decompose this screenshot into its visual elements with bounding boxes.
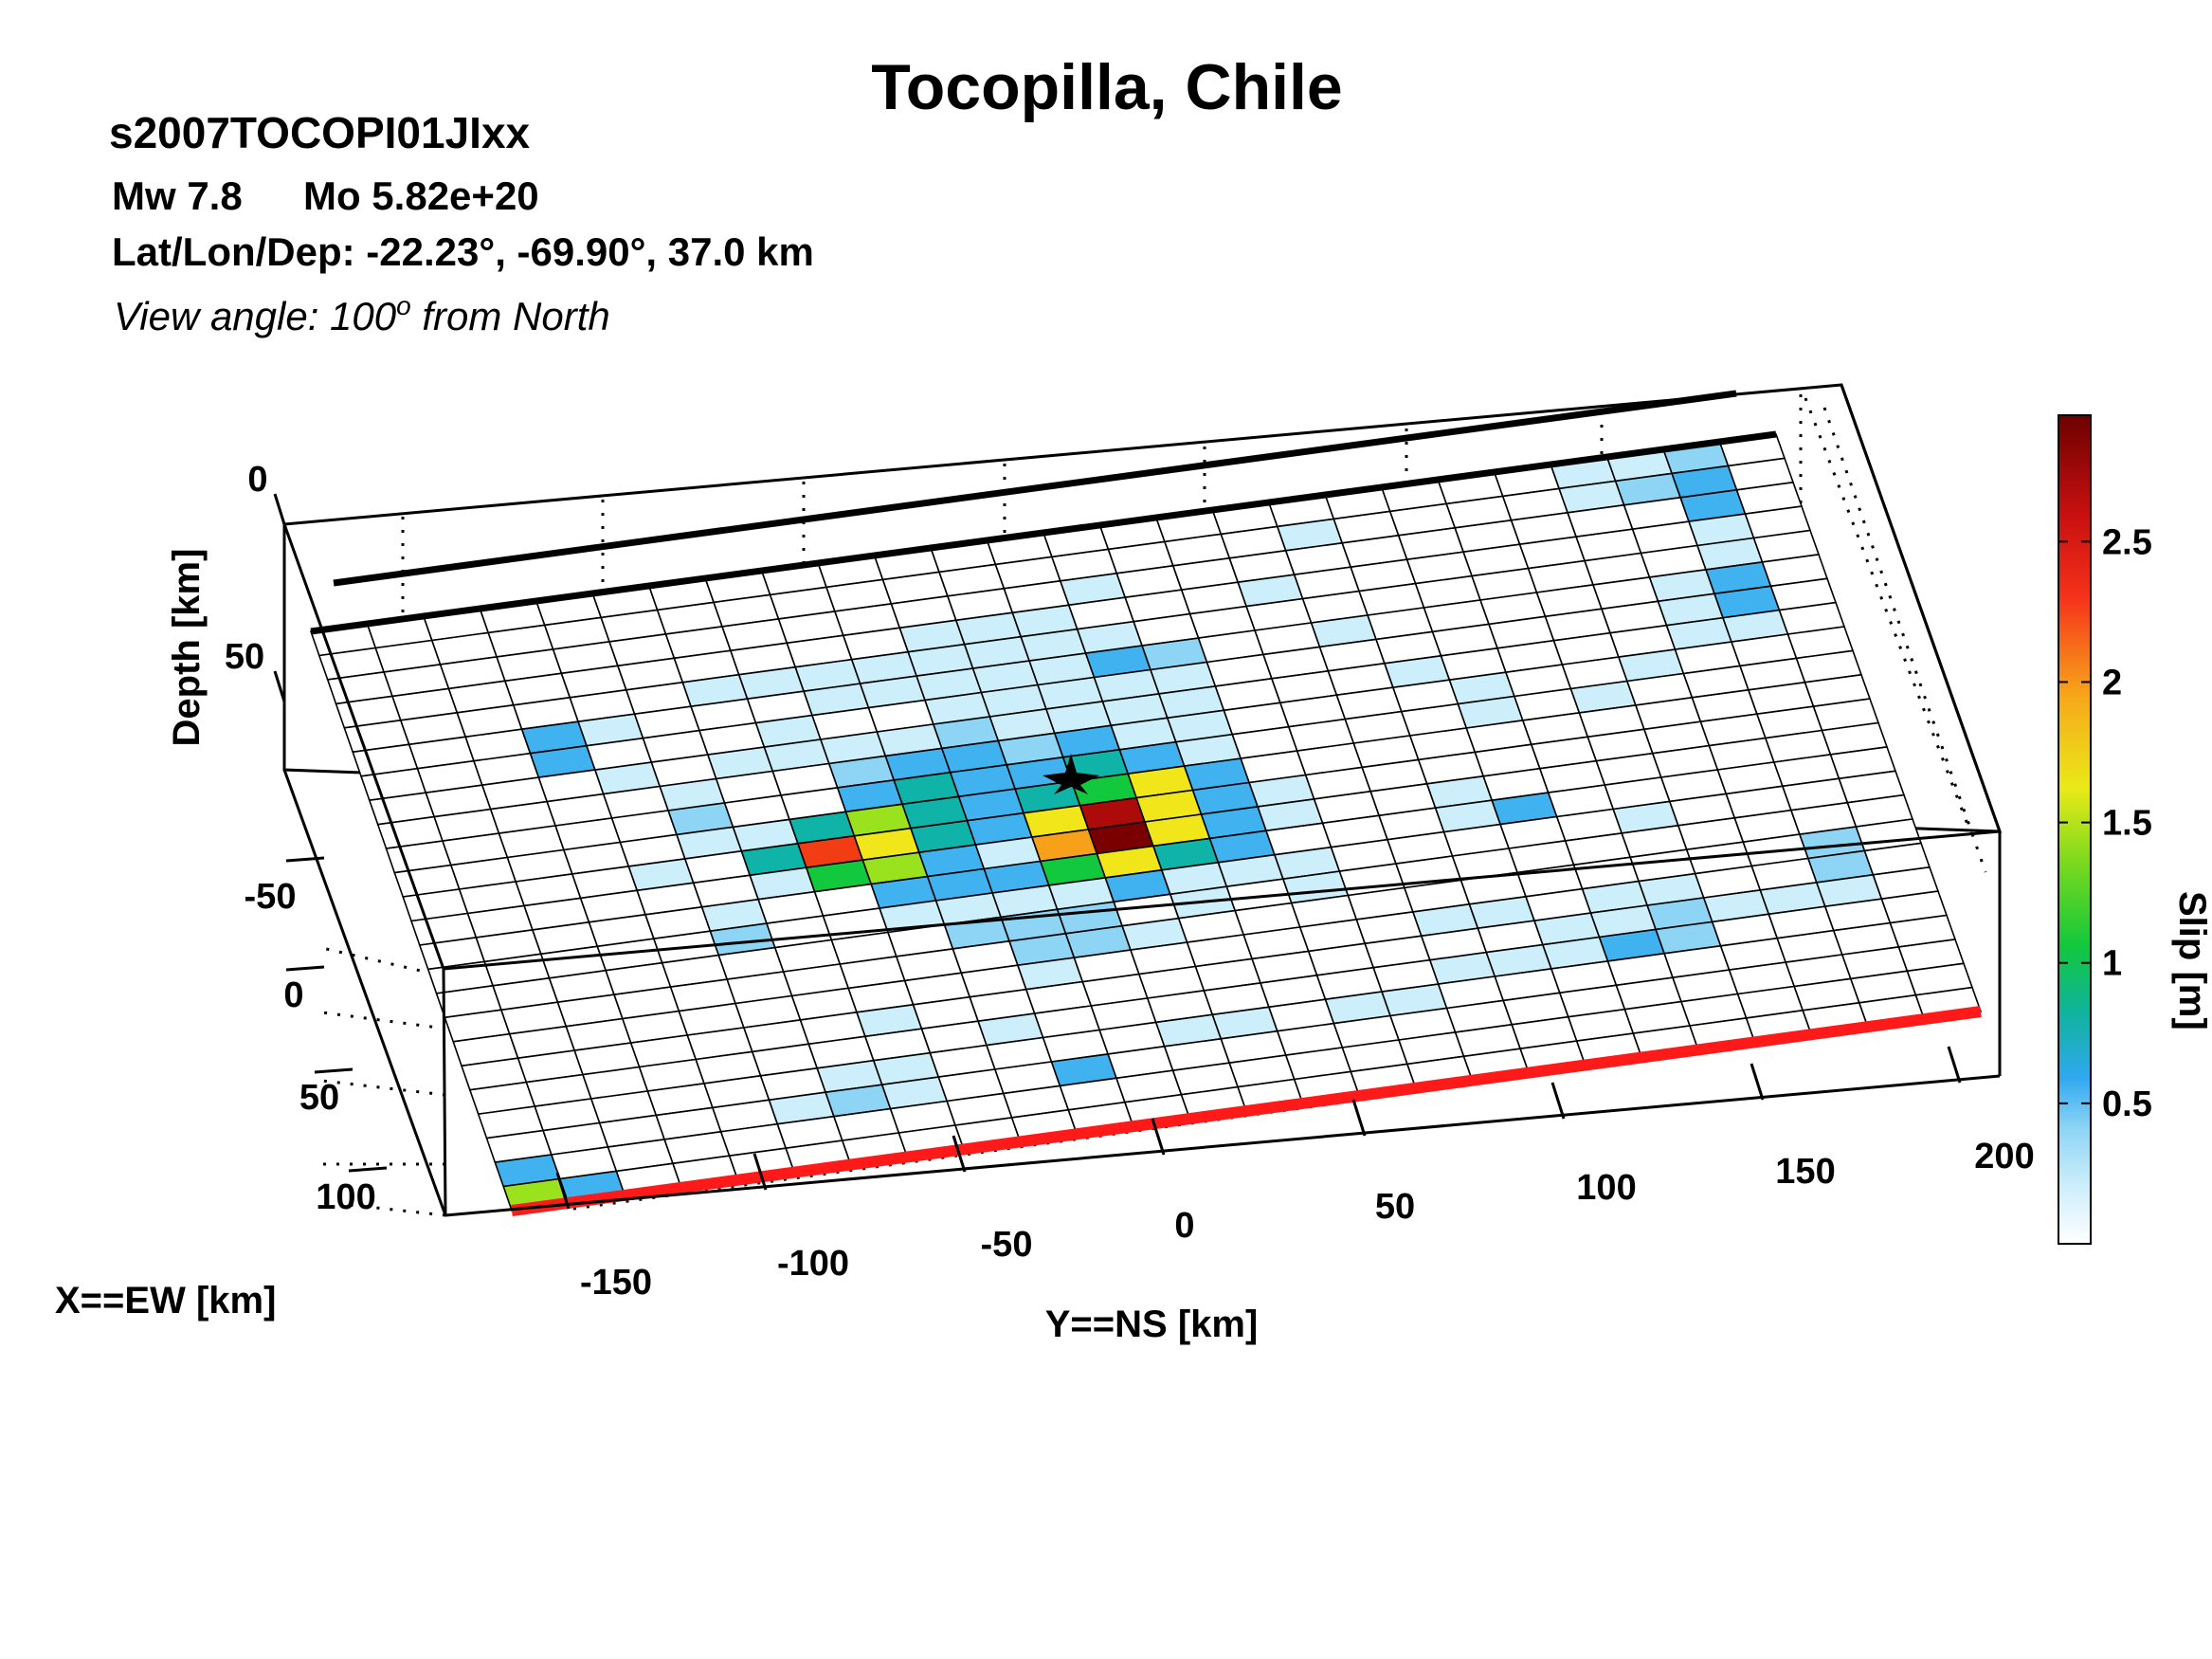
hypocenter-star bbox=[1043, 754, 1099, 794]
moment-label: Mo 5.82e+20 bbox=[303, 173, 539, 218]
ns-axis-label: Y==NS [km] bbox=[1045, 1304, 1259, 1345]
ew-tick-mark bbox=[285, 856, 325, 863]
ns-tick-label: -50 bbox=[981, 1225, 1033, 1265]
ns-tick-mark bbox=[952, 1135, 967, 1173]
ew-tick-mark bbox=[348, 1166, 388, 1173]
ew-tick-mark bbox=[285, 965, 325, 972]
colorbar-tick-label: 0.5 bbox=[2102, 1085, 2152, 1124]
ns-tick-mark bbox=[1151, 1118, 1166, 1156]
depth-axis-label: Depth [km] bbox=[166, 549, 208, 747]
ns-tick-label: 150 bbox=[1775, 1152, 1835, 1192]
ns-axis-ticks: -150 -100 -50 0 50 100 150 200 bbox=[555, 1046, 2035, 1303]
left-slant-lower bbox=[282, 769, 447, 1216]
view-angle-degree: o bbox=[396, 291, 411, 320]
box-front-frame bbox=[282, 384, 2002, 1217]
depth-axis-ticks: 0 50 bbox=[225, 460, 286, 702]
ns-tick-mark bbox=[1351, 1099, 1367, 1137]
ns-tick-label: 100 bbox=[1576, 1168, 1636, 1208]
depth-tick-label: 0 bbox=[247, 460, 267, 500]
colorbar-label: Slip [m] bbox=[2171, 891, 2212, 1030]
colorbar-ticks: 0.5 1 1.5 2 2.5 bbox=[2058, 522, 2152, 1124]
view-angle-suffix: from North bbox=[411, 294, 610, 338]
ew-tick-mark bbox=[314, 1067, 354, 1074]
right-slant-edge bbox=[1840, 384, 2002, 832]
ns-tick-mark bbox=[1947, 1046, 1962, 1084]
ew-axis-ticks: -50 0 50 100 bbox=[245, 856, 388, 1217]
colorbar-tick-label: 1.5 bbox=[2102, 804, 2152, 844]
view-angle-prefix: View angle: 100 bbox=[114, 294, 397, 338]
fault-bottom-edge-red bbox=[511, 1006, 1982, 1216]
ns-tick-label: -100 bbox=[777, 1244, 849, 1284]
ns-tick-label: -150 bbox=[580, 1263, 652, 1303]
colorbar bbox=[2058, 414, 2092, 1245]
back-gridline bbox=[1822, 407, 1987, 873]
view-angle-label: View angle: 100o from North bbox=[114, 291, 610, 338]
location-label: Lat/Lon/Dep: -22.23°, -69.90°, 37.0 km bbox=[112, 229, 814, 274]
ns-tick-label: 0 bbox=[1174, 1206, 1194, 1246]
ew-tick-label: 0 bbox=[283, 975, 303, 1015]
left-slant-edge bbox=[282, 523, 445, 970]
ns-tick-label: 50 bbox=[1375, 1187, 1415, 1227]
depth-tick-mark bbox=[273, 493, 286, 525]
depth-tick-label: 50 bbox=[225, 637, 264, 677]
magnitude-label: Mw 7.8 bbox=[112, 173, 243, 218]
colorbar-tick-label: 2.5 bbox=[2102, 522, 2152, 562]
ew-tick-label: 50 bbox=[299, 1078, 339, 1118]
front-top-edge bbox=[443, 830, 2001, 971]
ns-tick-mark bbox=[1750, 1063, 1765, 1101]
ns-tick-mark bbox=[555, 1172, 571, 1210]
front-left-edge bbox=[442, 968, 447, 1216]
surface-trace-upper bbox=[333, 390, 1737, 587]
ns-tick-label: 200 bbox=[1974, 1137, 2034, 1176]
floor-gridline bbox=[321, 1079, 446, 1097]
fault-top-edge bbox=[310, 430, 1777, 635]
colorbar-tick-label: 2 bbox=[2102, 663, 2122, 702]
ns-tick-mark bbox=[752, 1153, 768, 1191]
ew-axis-label: X==EW [km] bbox=[55, 1280, 276, 1322]
ew-tick-label: -50 bbox=[245, 877, 297, 917]
event-id: s2007TOCOPI01JIxx bbox=[109, 108, 531, 157]
colorbar-tick-label: 1 bbox=[2102, 944, 2122, 984]
floor-gridline bbox=[321, 1011, 446, 1030]
ns-tick-mark bbox=[1550, 1082, 1566, 1120]
ew-tick-label: 100 bbox=[316, 1177, 375, 1217]
chart-title: Tocopilla, Chile bbox=[871, 51, 1342, 123]
depth-tick-mark bbox=[273, 670, 286, 702]
front-bottom-edge bbox=[444, 1074, 2001, 1217]
